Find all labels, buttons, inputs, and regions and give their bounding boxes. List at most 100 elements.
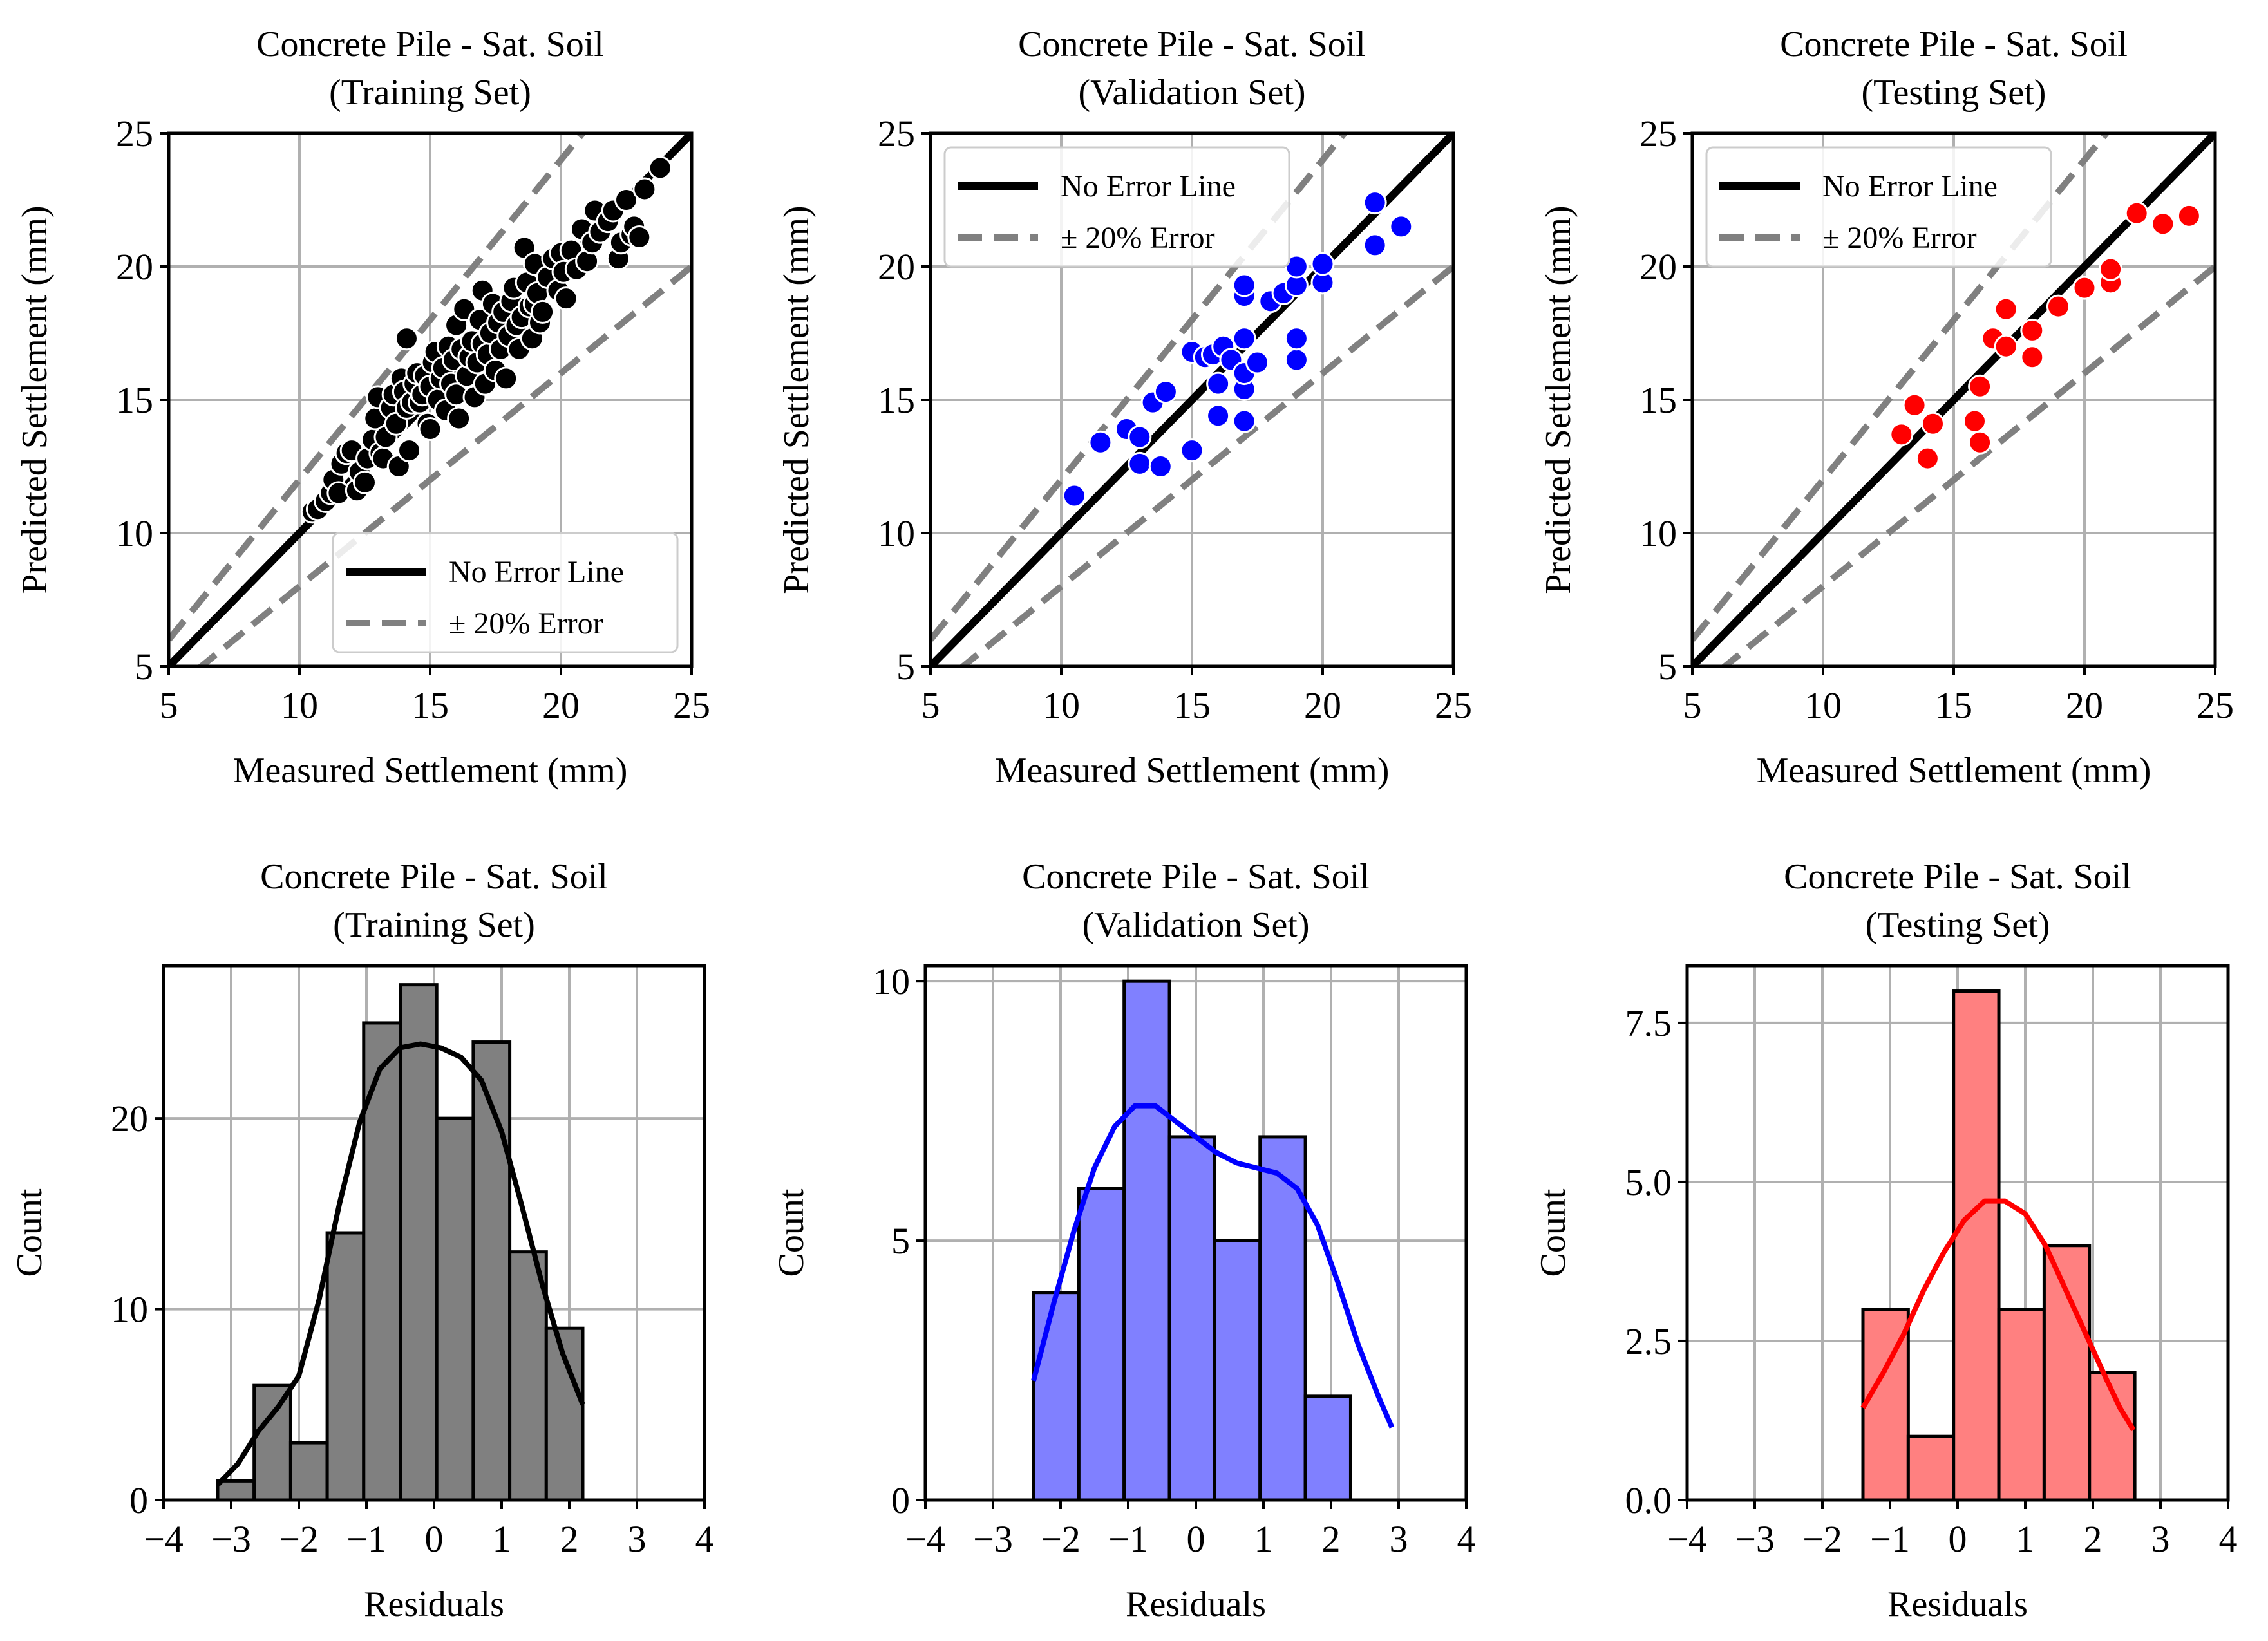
y-tick-label: 0 bbox=[129, 1479, 148, 1521]
histogram-bar bbox=[471, 1040, 512, 1500]
panel-title-line1: Concrete Pile - Sat. Soil bbox=[1022, 857, 1370, 897]
histogram-bar bbox=[1303, 1394, 1352, 1500]
data-point bbox=[1062, 483, 1086, 508]
x-tick-label: 10 bbox=[1043, 684, 1080, 726]
x-tick-label: 0 bbox=[1949, 1518, 1967, 1560]
y-axis-label: Count bbox=[10, 1188, 50, 1277]
data-point bbox=[1921, 411, 1945, 436]
y-tick-label: 20 bbox=[878, 246, 915, 288]
x-tick-label: 15 bbox=[1935, 684, 1972, 726]
data-point bbox=[1284, 348, 1309, 372]
data-point bbox=[1128, 425, 1152, 449]
y-tick-label: 5 bbox=[135, 646, 153, 688]
panel-2: 5 10 15 20 25 5 10 15 20 25 Concrete Pile - Sat. S… bbox=[777, 24, 1472, 791]
y-tick-label: 7.5 bbox=[1625, 1002, 1672, 1044]
panel-title-line1: Concrete Pile - Sat. Soil bbox=[1784, 857, 2131, 897]
y-tick-label: 10 bbox=[1640, 512, 1677, 554]
data-point bbox=[1968, 374, 1992, 399]
y-axis-label: Predicted Settlement (mm) bbox=[15, 205, 55, 594]
data-point bbox=[1363, 191, 1387, 215]
y-tick-label: 15 bbox=[878, 379, 915, 421]
kde-curve bbox=[1860, 1198, 2136, 1432]
histogram-bar bbox=[1906, 1434, 1956, 1500]
data-point bbox=[2177, 203, 2201, 228]
y-tick-label: 5.0 bbox=[1625, 1161, 1672, 1203]
data-point bbox=[494, 366, 518, 391]
histogram-bar bbox=[1077, 1187, 1126, 1500]
data-point bbox=[1148, 455, 1173, 478]
data-point bbox=[2072, 276, 2097, 300]
histogram-bar bbox=[325, 1231, 366, 1500]
data-point bbox=[1389, 214, 1413, 239]
y-tick-label: 0 bbox=[891, 1479, 910, 1521]
x-tick-label: 2 bbox=[1322, 1518, 1341, 1560]
x-tick-label: 1 bbox=[2016, 1518, 2035, 1560]
kde-curve bbox=[1031, 1103, 1395, 1429]
data-point bbox=[1153, 380, 1178, 404]
legend-error-band-label: ± 20% Error bbox=[1061, 221, 1215, 255]
x-tick-label: −4 bbox=[905, 1518, 945, 1560]
panel-title-line1: Concrete Pile - Sat. Soil bbox=[1018, 24, 1366, 64]
y-tick-label: 10 bbox=[873, 961, 910, 1002]
data-point bbox=[1902, 393, 1927, 417]
data-point bbox=[1310, 252, 1335, 276]
histogram-bar bbox=[1997, 1308, 2046, 1500]
y-tick-label: 15 bbox=[116, 379, 153, 421]
data-point bbox=[554, 286, 578, 311]
x-axis-label: Residuals bbox=[1887, 1584, 2028, 1624]
x-tick-label: −2 bbox=[1041, 1518, 1081, 1560]
data-point bbox=[2151, 212, 2175, 236]
data-point bbox=[1232, 326, 1256, 351]
x-tick-label: −1 bbox=[346, 1518, 386, 1560]
x-tick-label: 20 bbox=[542, 684, 580, 726]
x-tick-label: 5 bbox=[1683, 684, 1702, 726]
panel-title-line1: Concrete Pile - Sat. Soil bbox=[1780, 24, 2128, 64]
x-tick-label: 5 bbox=[160, 684, 178, 726]
panel-title-line2: (Validation Set) bbox=[1082, 905, 1309, 945]
x-tick-label: 4 bbox=[1457, 1518, 1476, 1560]
histogram-bar bbox=[216, 1479, 256, 1500]
histogram-bar bbox=[1032, 1291, 1081, 1500]
data-layer bbox=[931, 133, 1453, 666]
y-tick-label: 5 bbox=[1658, 646, 1677, 688]
y-axis-label: Count bbox=[1533, 1188, 1573, 1277]
data-point bbox=[2124, 201, 2149, 225]
data-point bbox=[1088, 430, 1113, 455]
x-tick-label: 0 bbox=[1187, 1518, 1205, 1560]
data-point bbox=[614, 188, 638, 212]
data-point bbox=[1889, 422, 1914, 447]
data-point bbox=[1206, 371, 1231, 396]
y-tick-label: 5 bbox=[891, 1220, 910, 1262]
data-point bbox=[1994, 334, 2018, 359]
x-tick-label: 3 bbox=[1390, 1518, 1408, 1560]
y-axis-label: Predicted Settlement (mm) bbox=[777, 205, 817, 594]
legend: No Error Line ± 20% Error bbox=[332, 532, 679, 653]
data-point bbox=[353, 470, 377, 494]
histogram-bar bbox=[252, 1383, 292, 1500]
x-axis-label: Measured Settlement (mm) bbox=[233, 751, 628, 791]
panel-title-line2: (Training Set) bbox=[329, 73, 531, 113]
y-tick-label: 0.0 bbox=[1625, 1479, 1672, 1521]
y-axis-label: Predicted Settlement (mm) bbox=[1538, 205, 1578, 594]
data-point bbox=[1245, 350, 1269, 375]
histogram-bar bbox=[1213, 1239, 1262, 1500]
data-point bbox=[418, 417, 442, 442]
y-tick-label: 20 bbox=[116, 246, 153, 288]
y-tick-label: 25 bbox=[878, 113, 915, 155]
data-point bbox=[1180, 438, 1204, 463]
x-tick-label: −2 bbox=[1802, 1518, 1842, 1560]
data-layer bbox=[216, 983, 585, 1500]
x-tick-label: −3 bbox=[1735, 1518, 1775, 1560]
x-tick-label: 15 bbox=[411, 684, 449, 726]
data-point bbox=[632, 177, 657, 202]
panel-title-line1: Concrete Pile - Sat. Soil bbox=[256, 24, 604, 64]
y-tick-label: 25 bbox=[1640, 113, 1677, 155]
minus-20-error-line bbox=[1719, 264, 2215, 666]
no-error-line bbox=[931, 133, 1453, 666]
histogram-bar bbox=[435, 1116, 475, 1500]
legend: No Error Line ± 20% Error bbox=[943, 146, 1290, 268]
data-point bbox=[1232, 409, 1256, 433]
x-tick-label: 1 bbox=[1254, 1518, 1273, 1560]
panel-title-line2: (Training Set) bbox=[333, 905, 535, 945]
